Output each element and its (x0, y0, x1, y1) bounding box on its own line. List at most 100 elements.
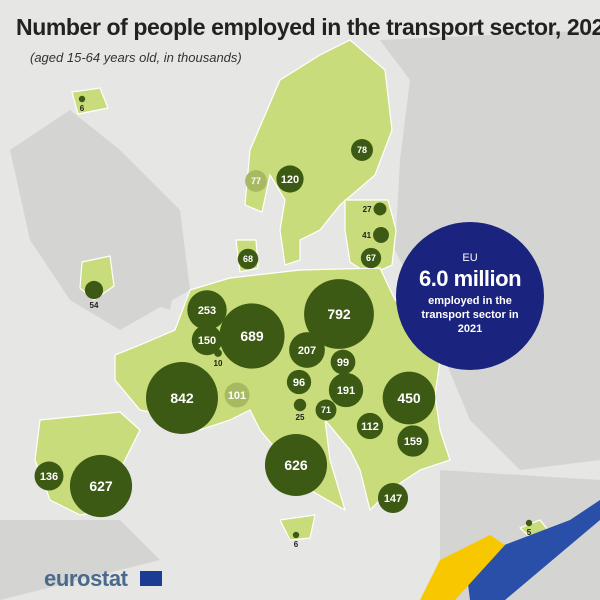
eu-total-callout: EU 6.0 million employed in the transport… (396, 222, 544, 370)
country-bubble: 792 (304, 279, 374, 349)
bubble-value-label: 159 (404, 436, 422, 448)
bubble-layer: 6 54 77 120 78 27 41 67 68 253 150 10 689 792 207 99 842… (34, 95, 533, 549)
bubble-value-label: 147 (384, 493, 402, 505)
country-bubble: 136 (34, 461, 64, 491)
bubble-value-label: 253 (198, 305, 216, 317)
eurostat-logo: eurostat (44, 566, 128, 591)
sicily (279, 514, 316, 541)
country-bubble: 71 (315, 399, 337, 421)
bubble-value-label: 77 (251, 176, 261, 186)
bubble-value-label: 627 (89, 478, 113, 494)
bubble-mark (264, 433, 328, 497)
bubble-value-label: 101 (228, 390, 246, 402)
bubble-value-label: 112 (361, 421, 379, 433)
bubble-value-label: 136 (40, 471, 58, 483)
bubble-mark (360, 247, 382, 269)
blue-stripe (465, 500, 600, 600)
bubble-mark (191, 324, 223, 356)
country-bubble: 6 (292, 531, 300, 549)
bubble-mark (286, 369, 312, 395)
country-bubble: 77 (245, 170, 267, 192)
country-bubble: 96 (286, 369, 312, 395)
bubble-mark (377, 482, 409, 514)
bubble-value-label: 792 (327, 306, 351, 322)
country-bubble: 68 (237, 248, 259, 270)
eu-total-label: EU (462, 252, 478, 264)
yellow-stripe (420, 535, 505, 600)
bubble-mark (276, 165, 304, 193)
country-bubble: 78 (351, 139, 373, 161)
bubble-mark (525, 519, 533, 527)
bubble-value-label: 120 (281, 174, 299, 186)
eu-total-description: employed in the transport sector in 2021 (421, 295, 519, 335)
country-bubble: 10 (214, 349, 223, 368)
eu-total-value: 6.0 million (418, 266, 522, 291)
bubble-mark (397, 425, 429, 457)
country-bubble: 207 (289, 332, 325, 368)
bubble-mark (373, 202, 387, 216)
bubble-value-label: 41 (362, 231, 371, 240)
north-africa (0, 520, 160, 600)
country-bubble: 101 (224, 382, 250, 408)
bubble-mark (330, 349, 356, 375)
country-bubble: 67 (360, 247, 382, 269)
bubble-mark (224, 382, 250, 408)
bubble-mark (84, 280, 104, 300)
iceland (71, 87, 109, 115)
country-bubble: 54 (84, 280, 104, 310)
bubble-mark (69, 454, 133, 518)
country-bubble: 41 (362, 227, 389, 243)
country-bubble: 6 (78, 95, 86, 113)
bubble-value-label: 67 (366, 253, 376, 263)
bubble-value-label: 99 (337, 357, 349, 369)
country-bubble: 27 (363, 202, 387, 216)
bubble-mark (245, 170, 267, 192)
bubble-mark (382, 371, 436, 425)
bubble-mark (351, 139, 373, 161)
bubble-value-label: 450 (397, 390, 421, 406)
bubble-value-label: 5 (527, 528, 532, 537)
bubble-mark (237, 248, 259, 270)
bubble-value-label: 626 (284, 457, 308, 473)
bubble-value-label: 78 (357, 145, 367, 155)
bubble-mark (219, 303, 285, 369)
country-bubble: 99 (330, 349, 356, 375)
bubble-value-label: 54 (90, 301, 99, 310)
bubble-value-label: 10 (214, 359, 223, 368)
bubble-value-label: 6 (294, 540, 299, 549)
bubble-mark (373, 227, 389, 243)
great-britain (120, 220, 180, 310)
bubble-value-label: 150 (198, 335, 216, 347)
bubble-value-label: 207 (298, 345, 316, 357)
country-bubble: 842 (146, 362, 218, 434)
bubble-value-label: 689 (240, 328, 264, 344)
bubble-mark (293, 398, 307, 412)
nordic-landmass (244, 39, 393, 266)
country-bubble: 689 (219, 303, 285, 369)
bubble-mark (356, 412, 384, 440)
bubble-value-label: 71 (321, 405, 331, 415)
country-bubble: 147 (377, 482, 409, 514)
bubble-mark (328, 372, 364, 408)
bubble-value-label: 27 (363, 205, 372, 214)
country-bubble: 5 (525, 519, 533, 537)
bubble-value-label: 6 (80, 104, 85, 113)
bubble-value-label: 842 (170, 390, 194, 406)
chart-title: Number of people employed in the transpo… (16, 14, 600, 40)
country-bubble: 626 (264, 433, 328, 497)
bubble-mark (289, 332, 325, 368)
country-bubble: 253 (187, 290, 227, 330)
chart-subtitle: (aged 15-64 years old, in thousands) (30, 50, 242, 65)
country-bubble: 159 (397, 425, 429, 457)
country-bubble: 112 (356, 412, 384, 440)
bubble-value-label: 191 (337, 385, 355, 397)
bubble-value-label: 68 (243, 254, 253, 264)
country-bubble: 450 (382, 371, 436, 425)
bubble-mark (304, 279, 374, 349)
country-bubble: 120 (276, 165, 304, 193)
eu-flag-icon (140, 571, 162, 586)
bubble-mark (292, 531, 300, 539)
bubble-mark (187, 290, 227, 330)
country-bubble: 191 (328, 372, 364, 408)
